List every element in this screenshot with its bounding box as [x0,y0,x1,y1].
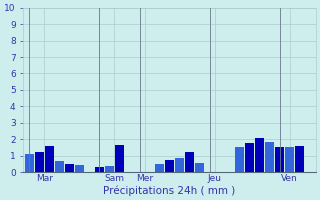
Bar [95,167,104,172]
Bar [255,138,264,172]
Bar [295,146,304,172]
X-axis label: Précipitations 24h ( mm ): Précipitations 24h ( mm ) [103,185,236,196]
Bar [65,164,74,172]
Bar [235,147,244,172]
Bar [195,163,204,172]
Bar [265,142,274,172]
Bar [185,152,194,172]
Bar [45,146,54,172]
Bar [285,147,294,172]
Bar [55,161,64,172]
Bar [75,165,84,172]
Bar [115,145,124,172]
Bar [155,164,164,172]
Bar [105,166,114,172]
Bar [175,158,184,172]
Bar [275,147,284,172]
Bar [245,143,254,172]
Bar [35,152,44,172]
Bar [165,160,174,172]
Bar [25,154,34,172]
